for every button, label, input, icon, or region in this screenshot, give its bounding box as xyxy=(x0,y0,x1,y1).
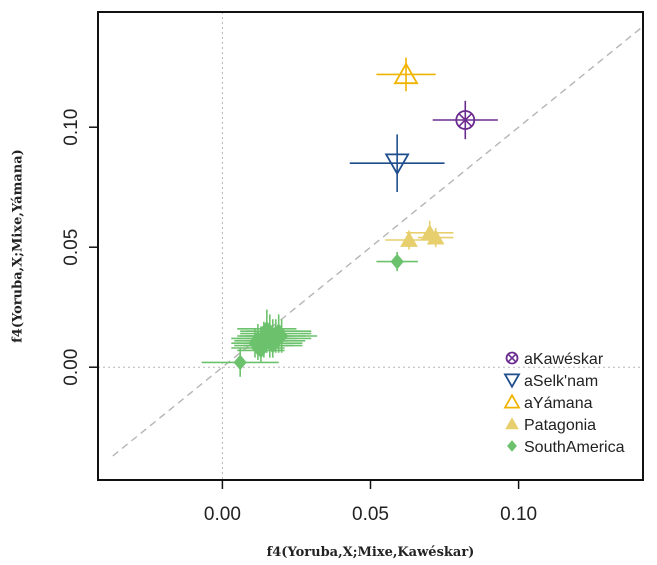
series-aselk-nam xyxy=(349,134,445,192)
data-point xyxy=(400,231,418,247)
legend-item-southamerica: SouthAmerica xyxy=(507,439,625,456)
x-tick-label: 0.10 xyxy=(500,504,537,525)
legend-label: aKawéskar xyxy=(524,351,604,368)
legend-item-ay-mana: aYámana xyxy=(503,393,593,412)
series-ay-mana xyxy=(376,57,436,92)
x-tick-label: 0.00 xyxy=(204,504,241,525)
reference-lines xyxy=(98,12,644,480)
series-patagonia xyxy=(385,220,454,250)
data-point xyxy=(233,354,247,371)
data-series xyxy=(201,57,498,377)
y-axis: 0.00 0.05 0.10 xyxy=(61,109,98,386)
data-point xyxy=(393,62,419,85)
legend-item-akaw-skar: aKawéskar xyxy=(505,351,604,368)
series-akaw-skar xyxy=(432,100,498,140)
data-point xyxy=(390,253,404,270)
y-tick-label: 0.05 xyxy=(61,229,82,266)
x-axis: 0.00 0.05 0.10 xyxy=(204,480,537,525)
series-southamerica xyxy=(201,252,418,377)
legend-label: aSelk'nam xyxy=(524,373,598,390)
legend-label: SouthAmerica xyxy=(524,439,625,456)
legend-marker xyxy=(505,351,519,365)
y-axis-title: f4(Yoruba,X;Mixe,Yámana) xyxy=(11,149,26,343)
legend-marker xyxy=(503,373,521,389)
legend: aKawéskar aSelk'nam aYámana Patagonia SouthA… xyxy=(503,351,625,456)
data-point xyxy=(384,153,410,176)
data-point xyxy=(260,321,274,337)
diagonal-identity-line xyxy=(112,25,644,457)
legend-item-patagonia: Patagonia xyxy=(505,417,596,434)
data-point xyxy=(254,342,268,359)
legend-label: Patagonia xyxy=(524,417,596,434)
data-point xyxy=(426,228,445,245)
data-point xyxy=(266,337,280,354)
legend-marker xyxy=(505,417,519,430)
legend-item-aselk-nam: aSelk'nam xyxy=(503,373,598,390)
y-tick-label: 0.10 xyxy=(61,109,82,146)
data-point xyxy=(455,110,476,130)
x-tick-label: 0.05 xyxy=(352,504,389,525)
x-axis-title: f4(Yoruba,X;Mixe,Kawéskar) xyxy=(267,545,475,560)
legend-marker xyxy=(507,440,517,452)
legend-marker xyxy=(503,393,521,409)
y-tick-label: 0.00 xyxy=(61,349,82,386)
legend-label: aYámana xyxy=(524,395,593,412)
